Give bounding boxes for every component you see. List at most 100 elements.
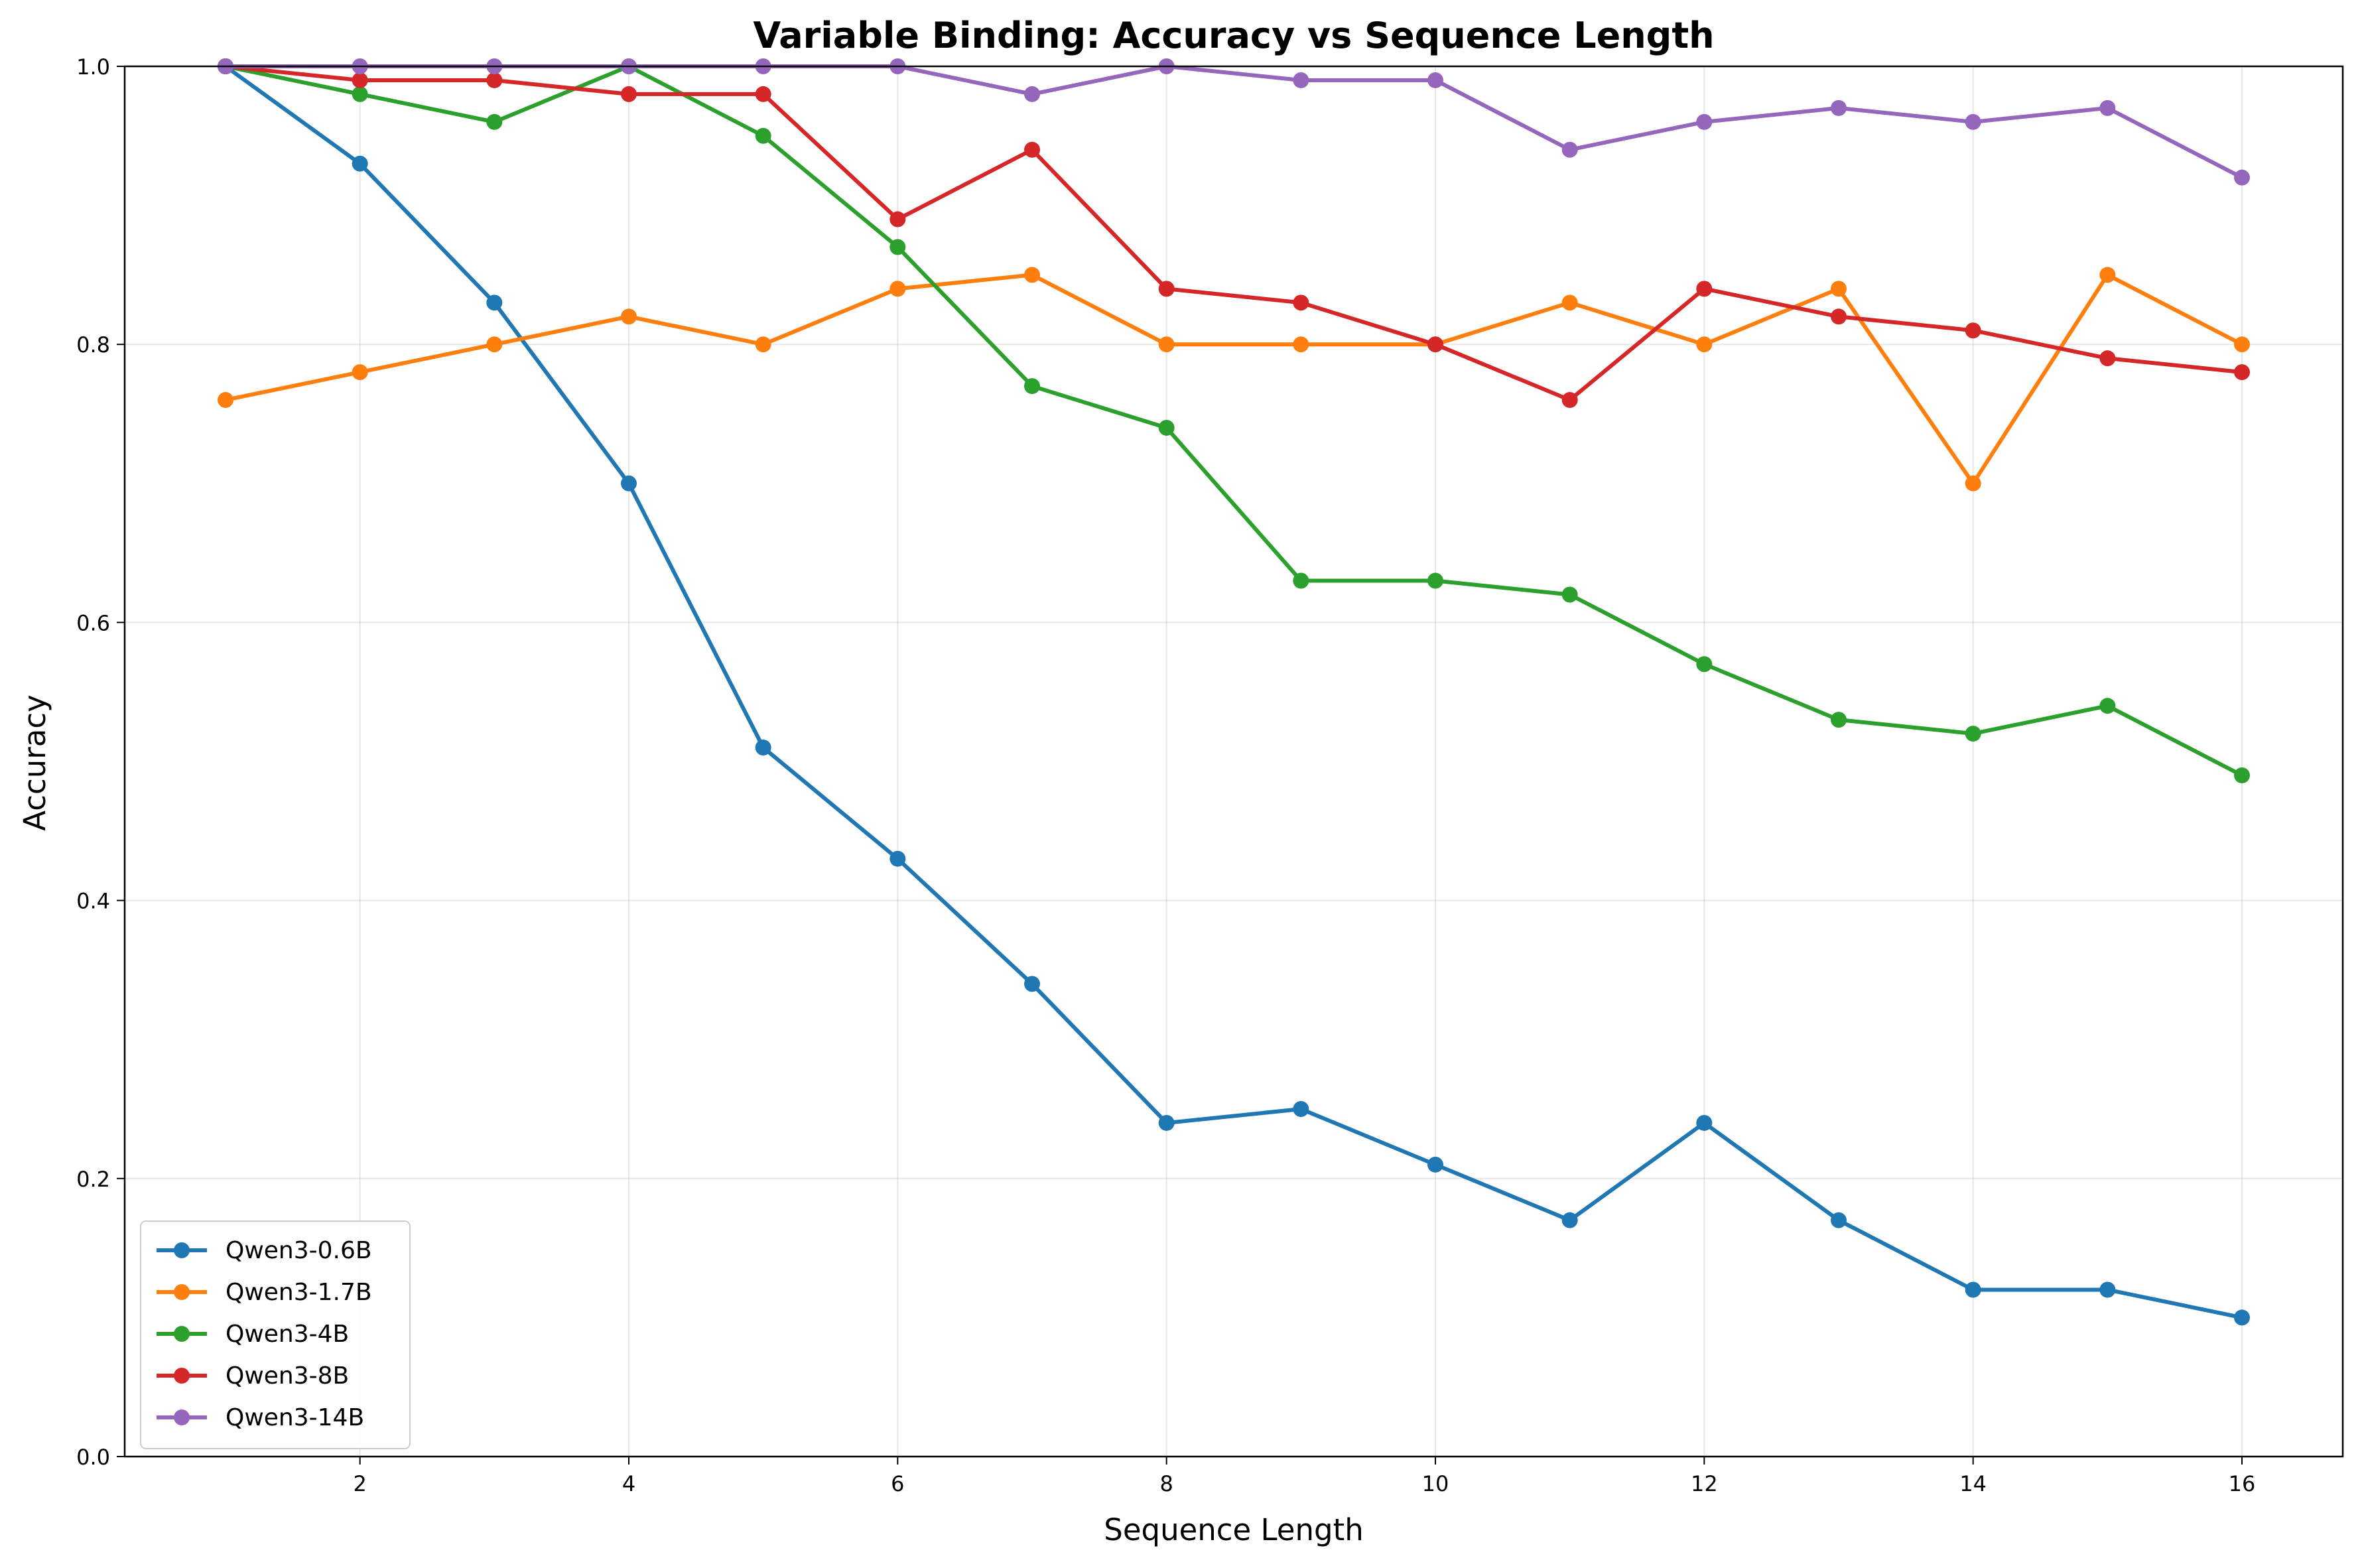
data-point: [889, 211, 906, 228]
x-tick-label: 12: [1691, 1471, 1718, 1496]
data-point: [1293, 1101, 1309, 1117]
data-point: [1696, 281, 1713, 297]
data-point: [621, 86, 637, 102]
data-point: [2234, 336, 2250, 353]
series-layer: [218, 58, 2250, 1326]
data-point: [486, 72, 503, 88]
data-point: [2234, 767, 2250, 783]
legend-item: Qwen3-14B: [157, 1404, 364, 1431]
data-point: [1427, 72, 1443, 88]
legend-item: Qwen3-1.7B: [157, 1279, 372, 1306]
plot-frame: [123, 65, 2344, 1458]
data-point: [1293, 294, 1309, 311]
data-point: [1293, 72, 1309, 88]
data-point: [889, 281, 906, 297]
data-point: [1561, 586, 1578, 603]
data-point: [621, 475, 637, 491]
series-qwen3-1-7b: [218, 267, 2250, 491]
legend-label: Qwen3-8B: [226, 1362, 349, 1390]
x-tick-label: 8: [1159, 1471, 1173, 1496]
data-point: [1696, 336, 1713, 353]
data-point: [1831, 281, 1847, 297]
x-tick-label: 2: [353, 1471, 366, 1496]
series-qwen3-8b: [218, 58, 2250, 409]
x-axis-label: Sequence Length: [1104, 1512, 1364, 1547]
data-point: [1427, 336, 1443, 353]
data-point: [1831, 308, 1847, 325]
data-point: [1158, 419, 1175, 436]
data-point: [1696, 1114, 1713, 1131]
legend-marker: [174, 1409, 190, 1425]
data-point: [1965, 1281, 1981, 1298]
y-axis-label: Accuracy: [17, 694, 52, 830]
data-point: [1024, 976, 1040, 992]
data-point: [1965, 726, 1981, 742]
data-point: [1965, 322, 1981, 339]
data-point: [1024, 141, 1040, 158]
data-point: [1831, 712, 1847, 728]
data-point: [2234, 169, 2250, 186]
x-tick-label: 6: [891, 1471, 904, 1496]
data-point: [486, 113, 503, 130]
data-point: [1965, 475, 1981, 491]
legend-label: Qwen3-14B: [226, 1404, 364, 1431]
data-point: [755, 336, 771, 353]
data-point: [2099, 99, 2116, 116]
data-point: [2099, 267, 2116, 283]
legend-label: Qwen3-4B: [226, 1321, 349, 1348]
x-tick-label: 16: [2229, 1471, 2256, 1496]
y-tick-label: 1.0: [76, 54, 110, 80]
legend-box: [140, 1220, 411, 1449]
data-point: [352, 86, 368, 102]
data-point: [352, 155, 368, 172]
data-point: [2099, 698, 2116, 714]
x-tick-label: 14: [1959, 1471, 1987, 1496]
y-tick-label: 0.0: [76, 1445, 110, 1470]
series-line: [225, 64, 2243, 777]
data-point: [1561, 392, 1578, 409]
data-point: [755, 127, 771, 144]
data-point: [1024, 378, 1040, 395]
data-point: [486, 336, 503, 353]
data-point: [486, 294, 503, 311]
data-point: [621, 308, 637, 325]
data-point: [1024, 86, 1040, 102]
series-line: [224, 64, 2243, 1320]
data-point: [1965, 113, 1981, 130]
x-tick-label: 10: [1422, 1471, 1449, 1496]
data-point: [352, 364, 368, 381]
data-point: [1696, 656, 1713, 673]
series-line: [225, 273, 2243, 486]
data-point: [2234, 1309, 2250, 1326]
data-point: [1293, 336, 1309, 353]
data-point: [2099, 350, 2116, 367]
y-tick-label: 0.4: [76, 889, 110, 914]
legend-marker: [174, 1326, 190, 1342]
data-point: [1561, 1212, 1578, 1228]
data-point: [1561, 141, 1578, 158]
data-point: [2099, 1281, 2116, 1298]
data-point: [1831, 99, 1847, 116]
legend-marker: [174, 1368, 190, 1384]
data-point: [1158, 1114, 1175, 1131]
legend-label: Qwen3-1.7B: [226, 1279, 372, 1306]
data-point: [755, 740, 771, 756]
legend-label: Qwen3-0.6B: [226, 1237, 372, 1264]
legend-item: Qwen3-0.6B: [157, 1237, 372, 1264]
data-point: [1696, 113, 1713, 130]
axes: 2 4 6 8 10 12 14 16 0.0 0.2 0.4 0.6 0.8 1.0: [76, 54, 2255, 1496]
data-point: [1158, 281, 1175, 297]
data-point: [352, 72, 368, 88]
series-line: [225, 64, 2243, 403]
y-tick-label: 0.2: [76, 1167, 110, 1192]
y-tick-label: 0.6: [76, 610, 110, 635]
chart-title: Variable Binding: Accuracy vs Sequence L…: [753, 15, 1714, 56]
series-qwen3-0-6b: [218, 58, 2250, 1326]
data-point: [1561, 294, 1578, 311]
data-point: [755, 86, 771, 102]
data-point: [1024, 267, 1040, 283]
data-point: [889, 850, 906, 867]
x-tick-label: 4: [622, 1471, 635, 1496]
